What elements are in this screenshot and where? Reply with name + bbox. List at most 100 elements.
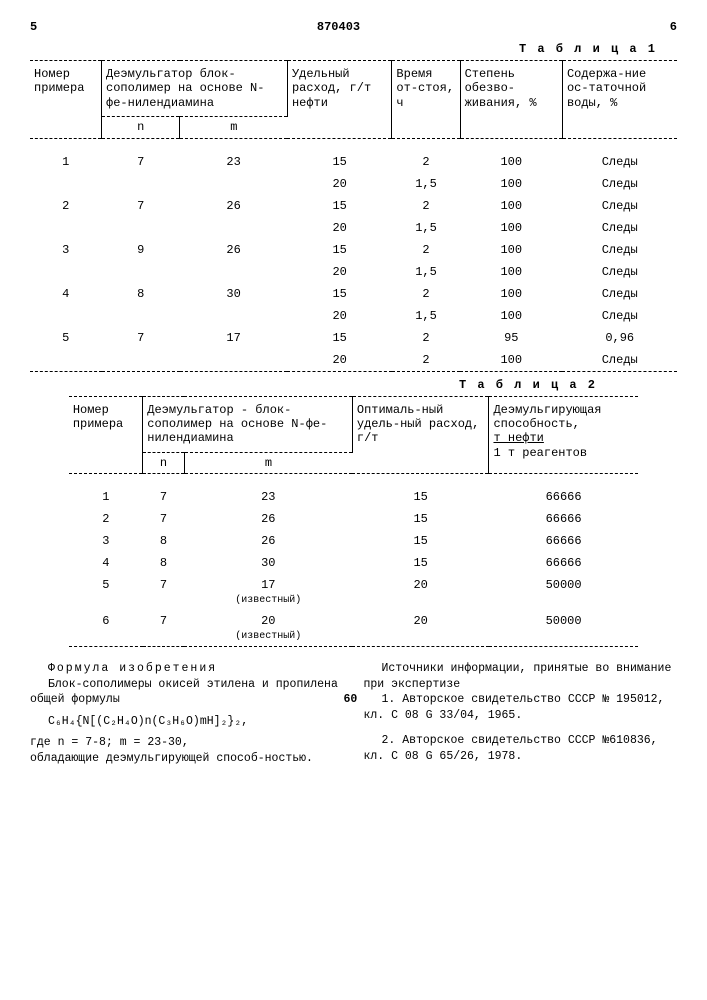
- cell-rate: 15: [287, 195, 391, 217]
- cell-water: Следы: [562, 239, 677, 261]
- table-row: 2726152100Следы: [30, 195, 677, 217]
- cell-rate: 15: [287, 327, 391, 349]
- cell-num: 3: [30, 239, 102, 261]
- t2-h-demul: Деэмульгатор - блок-сополимер на основе …: [143, 396, 353, 452]
- footer: Формула изобретения Блок-сополимеры окис…: [30, 661, 677, 766]
- cell-water: Следы: [562, 305, 677, 327]
- cell-num: 6: [69, 610, 143, 647]
- doc-number: 870403: [317, 20, 360, 34]
- cell-m: 30: [184, 552, 352, 574]
- cell-deg: 100: [460, 239, 562, 261]
- cell-m: [180, 305, 288, 327]
- cell-cap: 50000: [489, 574, 638, 610]
- cell-time: 1,5: [392, 173, 460, 195]
- cell-n: 7: [102, 138, 180, 173]
- cell-num: 5: [30, 327, 102, 349]
- t1-h-n: n: [102, 117, 180, 138]
- cell-m: 26: [180, 195, 288, 217]
- cell-time: 2: [392, 327, 460, 349]
- t1-h-time: Время от-стоя, ч: [392, 61, 460, 139]
- t2-h-ratio-bot: 1 т реагентов: [493, 446, 587, 460]
- cell-water: Следы: [562, 283, 677, 305]
- cell-n: [102, 349, 180, 372]
- cell-time: 2: [392, 239, 460, 261]
- cell-num: [30, 217, 102, 239]
- cell-cap: 66666: [489, 474, 638, 509]
- cell-deg: 100: [460, 305, 562, 327]
- cell-m: 26: [184, 530, 352, 552]
- cell-n: 7: [143, 508, 184, 530]
- t1-h-rate: Удельный расход, г/т нефти: [287, 61, 391, 139]
- table-row: 48301566666: [69, 552, 638, 574]
- cell-num: 1: [69, 474, 143, 509]
- cell-m: 26: [180, 239, 288, 261]
- cell-m: [180, 217, 288, 239]
- cell-m: 17(известный): [184, 574, 352, 610]
- cell-n: 7: [143, 610, 184, 647]
- table2: Номер примера Деэмульгатор - блок-сополи…: [69, 396, 638, 648]
- t1-h-demul: Деэмульгатор блок-сополимер на основе N-…: [102, 61, 288, 117]
- page-num-right: 6: [670, 20, 677, 34]
- formula-title: Формула изобретения: [30, 661, 344, 677]
- t1-h-water: Содержа-ние ос-таточной воды, %: [562, 61, 677, 139]
- cell-rate: 15: [352, 508, 489, 530]
- cell-rate: 20: [287, 305, 391, 327]
- margin-60: 60: [344, 692, 358, 708]
- cell-n: 7: [102, 327, 180, 349]
- t2-h-ratio-top: т нефти: [493, 431, 543, 445]
- t2-h-m: m: [184, 452, 352, 473]
- cell-rate: 15: [352, 552, 489, 574]
- formula-expr: C₆H₄{N[(C₂H₄O)n(C₃H₆O)mH]₂}₂,: [30, 714, 344, 730]
- cell-rate: 15: [287, 283, 391, 305]
- cell-time: 1,5: [392, 305, 460, 327]
- cell-water: Следы: [562, 173, 677, 195]
- cell-rate: 20: [287, 349, 391, 372]
- cell-water: Следы: [562, 217, 677, 239]
- cell-rate: 20: [352, 574, 489, 610]
- source-2: 2. Авторское свидетельство СССР №610836,…: [364, 733, 678, 764]
- cell-m: [180, 261, 288, 283]
- cell-deg: 100: [460, 195, 562, 217]
- cell-n: 7: [143, 574, 184, 610]
- table-row: 17231566666: [69, 474, 638, 509]
- sources-title: Источники информации, принятые во вниман…: [364, 661, 678, 692]
- table-row: 201,5100Следы: [30, 217, 677, 239]
- formula-p2: где n = 7-8; m = 23-30,: [30, 735, 344, 751]
- cell-cap: 66666: [489, 552, 638, 574]
- table-row: 38261566666: [69, 530, 638, 552]
- table-row: 3926152100Следы: [30, 239, 677, 261]
- t2-h-cap-label: Деэмульгирующая способность,: [493, 403, 601, 431]
- cell-time: 2: [392, 349, 460, 372]
- cell-m: 17: [180, 327, 288, 349]
- cell-rate: 20: [352, 610, 489, 647]
- cell-n: 8: [143, 552, 184, 574]
- cell-m: 23: [180, 138, 288, 173]
- table1-caption: Т а б л и ц а 1: [30, 42, 657, 56]
- table-row: 201,5100Следы: [30, 173, 677, 195]
- cell-rate: 15: [287, 138, 391, 173]
- cell-water: Следы: [562, 349, 677, 372]
- cell-num: 3: [69, 530, 143, 552]
- cell-deg: 100: [460, 138, 562, 173]
- cell-cap: 50000: [489, 610, 638, 647]
- t1-h-m: m: [180, 117, 288, 138]
- table-row: 5717152950,96: [30, 327, 677, 349]
- t2-h-rate: Оптималь-ный удель-ный расход, г/т: [352, 396, 489, 474]
- cell-num: 2: [30, 195, 102, 217]
- cell-n: [102, 305, 180, 327]
- cell-num: 2: [69, 508, 143, 530]
- table1: Номер примера Деэмульгатор блок-сополиме…: [30, 60, 677, 372]
- cell-time: 1,5: [392, 261, 460, 283]
- cell-deg: 100: [460, 173, 562, 195]
- table-row: 202100Следы: [30, 349, 677, 372]
- cell-water: Следы: [562, 261, 677, 283]
- page-header: 5 870403 6: [30, 20, 677, 34]
- formula-p3: обладающие деэмульгирующей способ-ностью…: [30, 751, 344, 767]
- cell-num: 4: [69, 552, 143, 574]
- cell-num: [30, 349, 102, 372]
- cell-m: [180, 349, 288, 372]
- cell-water: Следы: [562, 138, 677, 173]
- cell-time: 2: [392, 138, 460, 173]
- t1-h-num: Номер примера: [30, 61, 102, 139]
- cell-n: 7: [102, 195, 180, 217]
